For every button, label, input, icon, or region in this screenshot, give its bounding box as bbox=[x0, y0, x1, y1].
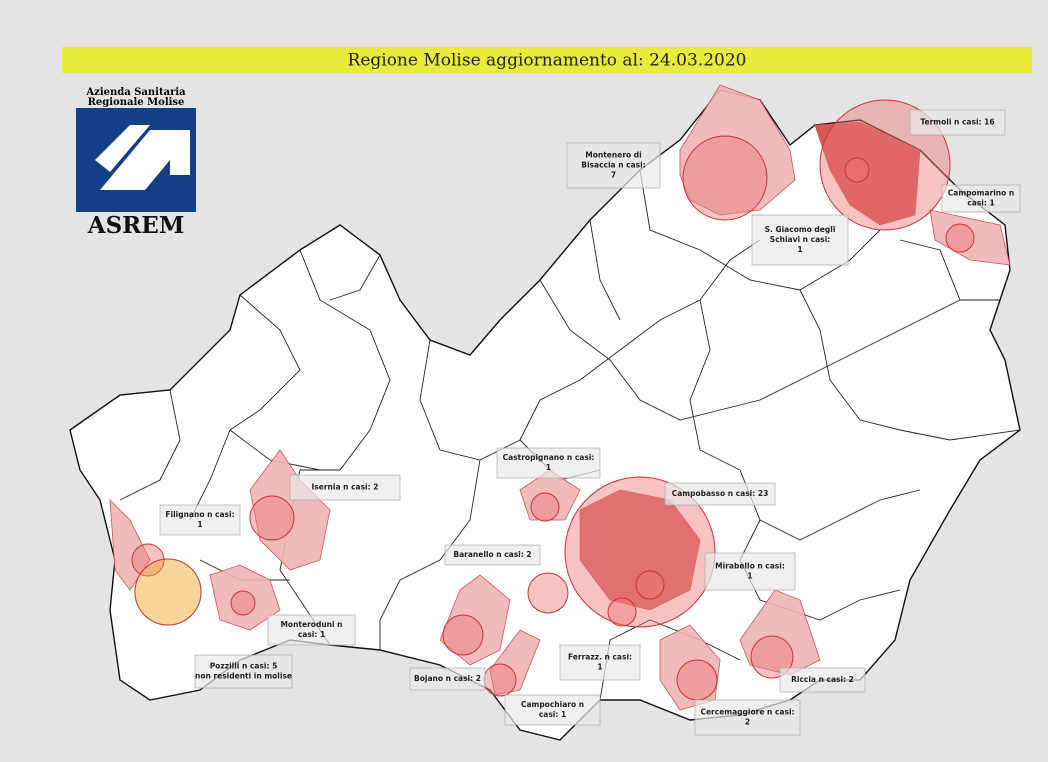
logo-line: Azienda Sanitaria bbox=[85, 87, 186, 98]
case-circle bbox=[676, 659, 718, 701]
case-circle bbox=[530, 492, 560, 522]
label-text: 2 bbox=[745, 718, 750, 727]
case-circle bbox=[750, 635, 794, 679]
label-box bbox=[751, 214, 849, 266]
label-text: casi: 1 bbox=[539, 710, 566, 719]
label-text: casi: 1 bbox=[298, 630, 325, 639]
label-text: Termoli n casi: 16 bbox=[920, 118, 994, 127]
case-circle bbox=[945, 223, 975, 253]
label-box bbox=[267, 614, 356, 646]
label-text: Riccia n casi: 2 bbox=[791, 675, 854, 684]
title: Regione Molise aggiornamento al: 24.03.2… bbox=[348, 51, 747, 71]
label-text: 7 bbox=[611, 171, 616, 180]
label-box bbox=[194, 654, 293, 689]
case-circle bbox=[230, 590, 256, 616]
label-box bbox=[289, 474, 401, 501]
label-box bbox=[409, 667, 486, 691]
case-circle bbox=[682, 135, 768, 221]
label-box bbox=[496, 447, 601, 479]
label-text: 1 bbox=[797, 245, 802, 254]
label-text: 1 bbox=[546, 463, 551, 472]
case-circle bbox=[483, 663, 517, 697]
title-bar bbox=[62, 47, 1032, 73]
label-text: Bisaccia n casi: bbox=[581, 161, 645, 170]
case-circle bbox=[134, 558, 202, 626]
label-text: Schiavi n casi: bbox=[770, 235, 830, 244]
label-box bbox=[941, 184, 1021, 213]
case-circle bbox=[249, 495, 295, 541]
label-text: Filignano n casi: bbox=[165, 510, 234, 519]
label-text: Castropignano n casi: bbox=[503, 453, 595, 462]
label-box bbox=[694, 699, 801, 736]
label-text: 1 bbox=[197, 520, 202, 529]
label-text: Campomarino n bbox=[948, 189, 1015, 198]
label-text: Ferrazz. n casi: bbox=[568, 653, 632, 662]
label-text: Bojano n casi: 2 bbox=[414, 674, 481, 683]
case-circle bbox=[635, 570, 665, 600]
label-box bbox=[704, 552, 796, 591]
logo-line: Regionale Molise bbox=[88, 97, 185, 108]
label-text: casi: 1 bbox=[967, 199, 994, 208]
label-text: Baranello n casi: 2 bbox=[453, 550, 531, 559]
label-text: non residenti in molise bbox=[195, 672, 292, 681]
label-text: 1 bbox=[597, 663, 602, 672]
label-text: Cercemaggiore n casi: bbox=[700, 708, 794, 717]
case-circle bbox=[844, 157, 870, 183]
case-circle bbox=[131, 543, 165, 577]
label-text: Isernia n casi: 2 bbox=[312, 483, 379, 492]
case-circle bbox=[527, 572, 569, 614]
logo-name: ASREM bbox=[87, 212, 185, 239]
case-circle bbox=[607, 597, 637, 627]
logo: Azienda Sanitaria Regionale Molise ASREM bbox=[76, 87, 196, 239]
label-box bbox=[909, 109, 1006, 136]
case-circle bbox=[564, 476, 716, 628]
label-box bbox=[504, 694, 601, 726]
label-text: S. Giacomo degli bbox=[765, 225, 836, 234]
label-box bbox=[159, 504, 241, 536]
label-text: 1 bbox=[747, 572, 752, 581]
label-box bbox=[444, 544, 541, 566]
label-text: Pozzilli n casi: 5 bbox=[210, 662, 278, 671]
label-box bbox=[566, 142, 661, 189]
label-text: Monteroduni n bbox=[280, 620, 342, 629]
logo-mark bbox=[95, 125, 190, 190]
case-circle bbox=[442, 614, 484, 656]
label-box bbox=[779, 667, 866, 693]
label-text: Montenero di bbox=[585, 151, 641, 160]
label-text: Campobasso n casi: 23 bbox=[672, 489, 769, 498]
label-text: Campochiaro n bbox=[521, 700, 584, 709]
label-box bbox=[664, 482, 776, 506]
label-box bbox=[559, 644, 641, 681]
affected-areas bbox=[109, 84, 1011, 711]
label-text: Mirabello n casi: bbox=[715, 562, 785, 571]
